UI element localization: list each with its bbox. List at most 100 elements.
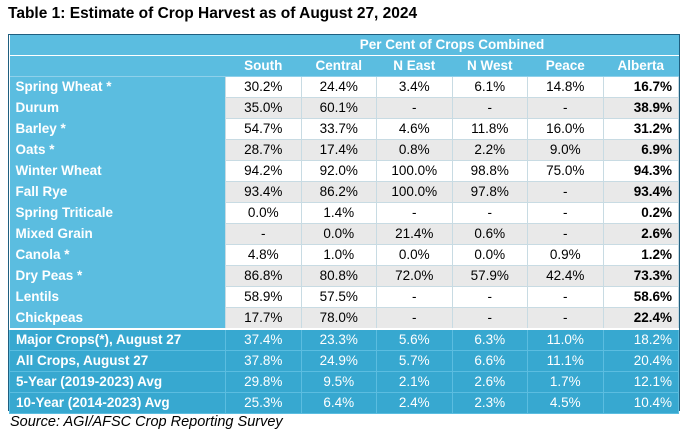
cell-south: 0.0%	[225, 202, 302, 224]
cell-alberta: 10.4%	[602, 392, 679, 414]
cell-central: 78.0%	[300, 307, 377, 330]
cell-n-east: 72.0%	[376, 265, 453, 287]
cell-n-west: 11.8%	[451, 118, 528, 140]
cell-south: 86.8%	[225, 265, 302, 287]
cell-alberta: 20.4%	[602, 350, 679, 372]
cell-south: 37.8%	[225, 350, 302, 372]
cell-alberta: 22.4%	[602, 307, 679, 330]
table-row: Lentils 58.9% 57.5% - - -58.6%	[9, 286, 679, 308]
cell-central: 92.0%	[300, 160, 377, 182]
cell-n-east: 3.4%	[376, 76, 453, 98]
cell-peace: -	[527, 286, 604, 308]
cell-n-west: 2.6%	[451, 371, 528, 393]
column-header-central: Central	[301, 55, 377, 77]
cell-alberta: 0.2%	[602, 202, 679, 224]
source-note: Source: AGI/AFSC Crop Reporting Survey	[10, 414, 283, 430]
cell-n-east: 21.4%	[376, 223, 453, 245]
cell-n-west: 0.6%	[451, 223, 528, 245]
table-row: Spring Wheat * 30.2% 24.4% 3.4% 6.1% 14.8% 16.…	[9, 76, 679, 98]
cell-peace: 11.0%	[527, 328, 604, 351]
group-header: Per Cent of Crops Combined	[225, 35, 679, 56]
column-header-alberta: Alberta	[603, 55, 679, 77]
table-row: Fall Rye 93.4% 86.2% 100.0% 97.8% -93.4%	[9, 181, 679, 203]
cell-n-east: -	[376, 202, 453, 224]
cell-n-west: 97.8%	[451, 181, 528, 203]
row-label: Canola *	[9, 244, 226, 266]
cell-peace: -	[527, 97, 604, 119]
cell-alberta: 18.2%	[602, 328, 679, 351]
cell-n-west: 2.2%	[451, 139, 528, 161]
table-row: Oats * 28.7% 17.4% 0.8% 2.2% 9.0% 6.9%	[9, 139, 679, 161]
column-header-peace: Peace	[527, 55, 603, 77]
column-header-n-east: N East	[376, 55, 452, 77]
cell-alberta: 93.4%	[602, 181, 679, 203]
row-label: All Crops, August 27	[9, 350, 226, 372]
cell-alberta: 16.7%	[602, 76, 679, 98]
cell-central: 60.1%	[300, 97, 377, 119]
row-label: Fall Rye	[9, 181, 226, 203]
table-row: Winter Wheat 94.2% 92.0% 100.0% 98.8% 75.0% 94…	[9, 160, 679, 182]
cell-south: 29.8%	[225, 371, 302, 393]
table-row: Mixed Grain -0.0% 21.4% 0.6% -2.6%	[9, 223, 679, 245]
row-label: Dry Peas *	[9, 265, 226, 287]
cell-south: 94.2%	[225, 160, 302, 182]
cell-n-east: 5.7%	[376, 350, 453, 372]
row-label: Barley *	[9, 118, 226, 140]
cell-n-east: 100.0%	[376, 160, 453, 182]
row-label: Lentils	[9, 286, 226, 308]
cell-n-west: 57.9%	[451, 265, 528, 287]
cell-central: 1.0%	[300, 244, 377, 266]
cell-south: 93.4%	[225, 181, 302, 203]
table-row: Durum 35.0% 60.1% - - -38.9%	[9, 97, 679, 119]
summary-row: All Crops, August 27 37.8% 24.9% 5.7% 6.6% 11…	[9, 350, 679, 372]
cell-alberta: 31.2%	[602, 118, 679, 140]
cell-central: 17.4%	[300, 139, 377, 161]
summary-row: Major Crops(*), August 27 37.4% 23.3% 5.6% 6…	[9, 328, 679, 351]
cell-central: 23.3%	[300, 328, 377, 351]
cell-peace: 75.0%	[527, 160, 604, 182]
table-row: Spring Triticale 0.0% 1.4% - - -0.2%	[9, 202, 679, 224]
cell-south: 28.7%	[225, 139, 302, 161]
column-header-south: South	[225, 55, 301, 77]
cell-central: 1.4%	[300, 202, 377, 224]
cell-n-west: -	[451, 307, 528, 330]
header-corner-sub	[9, 55, 226, 77]
cell-central: 9.5%	[300, 371, 377, 393]
cell-peace: -	[527, 181, 604, 203]
table-row: Chickpeas 17.7% 78.0% - - -22.4%	[9, 307, 679, 330]
cell-south: 4.8%	[225, 244, 302, 266]
cell-peace: 42.4%	[527, 265, 604, 287]
row-label: Oats *	[9, 139, 226, 161]
cell-south: 25.3%	[225, 392, 302, 414]
table-row: Canola * 4.8% 1.0% 0.0% 0.0% 0.9% 1.2%	[9, 244, 679, 266]
cell-south: 35.0%	[225, 97, 302, 119]
header-corner	[9, 35, 226, 56]
cell-peace: -	[527, 202, 604, 224]
cell-n-east: 5.6%	[376, 328, 453, 351]
table-body: Spring Wheat * 30.2% 24.4% 3.4% 6.1% 14.8% 16.…	[9, 76, 679, 414]
cell-n-east: -	[376, 286, 453, 308]
row-label: Major Crops(*), August 27	[9, 328, 226, 351]
cell-central: 80.8%	[300, 265, 377, 287]
cell-n-east: 4.6%	[376, 118, 453, 140]
cell-n-west: 98.8%	[451, 160, 528, 182]
cell-alberta: 94.3%	[602, 160, 679, 182]
cell-south: 17.7%	[225, 307, 302, 330]
harvest-table: Per Cent of Crops Combined South Central…	[9, 35, 679, 414]
cell-peace: 9.0%	[527, 139, 604, 161]
cell-n-east: 2.1%	[376, 371, 453, 393]
cell-n-west: 6.3%	[451, 328, 528, 351]
cell-n-west: -	[451, 202, 528, 224]
row-label: Spring Triticale	[9, 202, 226, 224]
cell-n-west: 6.1%	[451, 76, 528, 98]
row-label: 5-Year (2019-2023) Avg	[9, 371, 226, 393]
cell-alberta: 6.9%	[602, 139, 679, 161]
cell-central: 86.2%	[300, 181, 377, 203]
cell-central: 33.7%	[300, 118, 377, 140]
row-label: Chickpeas	[9, 307, 226, 329]
cell-n-west: 6.6%	[451, 350, 528, 372]
cell-n-east: -	[376, 97, 453, 119]
cell-peace: 1.7%	[527, 371, 604, 393]
cell-alberta: 73.3%	[602, 265, 679, 287]
cell-south: 37.4%	[225, 328, 302, 351]
